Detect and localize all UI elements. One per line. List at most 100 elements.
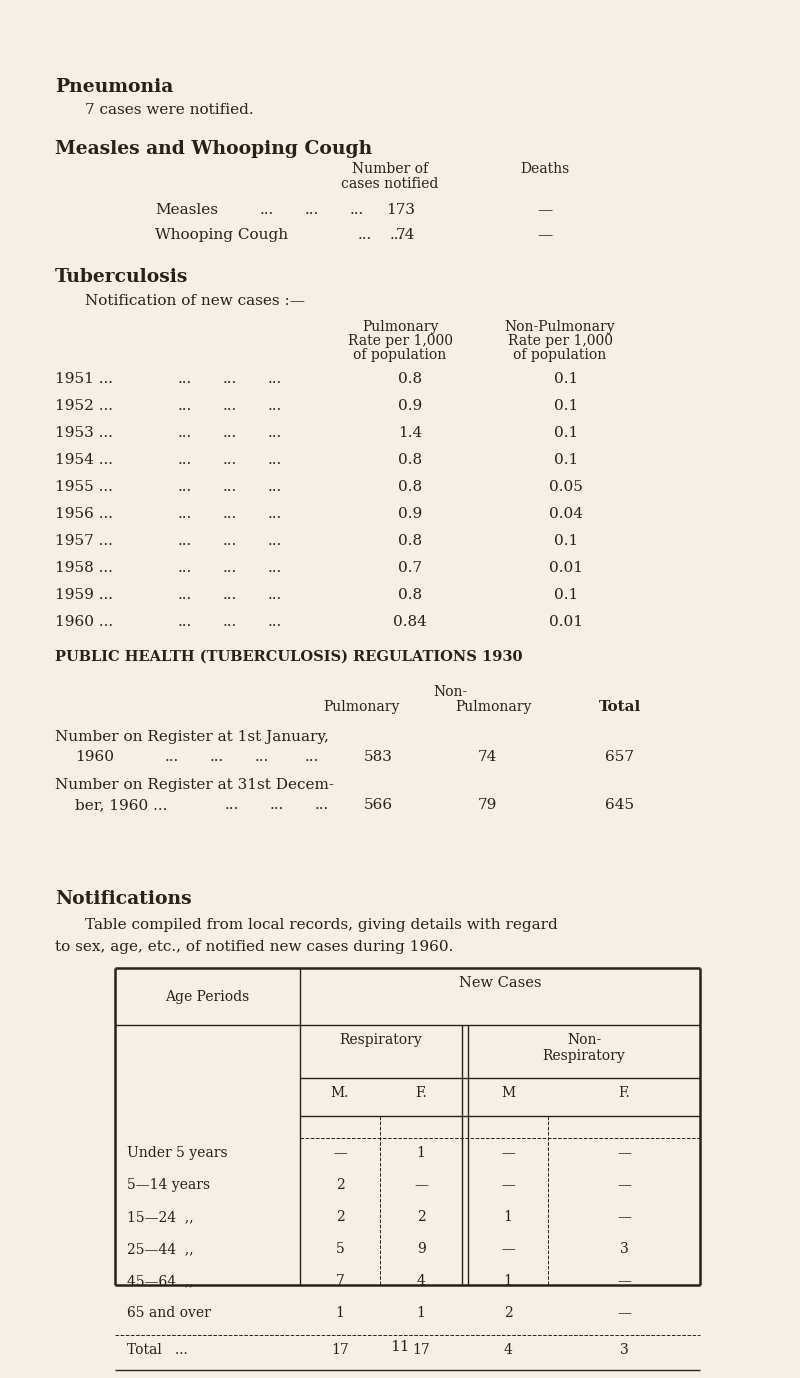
Text: ...: ...: [268, 588, 282, 602]
Text: 0.9: 0.9: [398, 507, 422, 521]
Text: 0.1: 0.1: [554, 588, 578, 602]
Text: ...: ...: [223, 400, 238, 413]
Text: —: —: [617, 1146, 631, 1160]
Text: F.: F.: [618, 1086, 630, 1100]
Text: ...: ...: [358, 227, 372, 243]
Text: 7: 7: [335, 1275, 345, 1288]
Text: Table compiled from local records, giving details with regard: Table compiled from local records, givin…: [85, 918, 558, 932]
Text: 1: 1: [417, 1306, 426, 1320]
Text: 5: 5: [336, 1242, 344, 1255]
Text: 2: 2: [336, 1210, 344, 1224]
Text: 0.7: 0.7: [398, 561, 422, 575]
Text: 1957 ...: 1957 ...: [55, 535, 113, 548]
Text: ...: ...: [223, 535, 238, 548]
Text: ...: ...: [210, 750, 224, 763]
Text: ...: ...: [223, 588, 238, 602]
Text: ...: ...: [268, 480, 282, 493]
Text: ...: ...: [165, 750, 179, 763]
Text: Age Periods: Age Periods: [166, 989, 250, 1005]
Text: ...: ...: [268, 615, 282, 628]
Text: 0.04: 0.04: [549, 507, 583, 521]
Text: ...: ...: [178, 535, 192, 548]
Text: ...: ...: [223, 372, 238, 386]
Text: 74: 74: [396, 227, 415, 243]
Text: 657: 657: [606, 750, 634, 763]
Text: ...: ...: [268, 400, 282, 413]
Text: 173: 173: [386, 203, 415, 216]
Text: 17: 17: [412, 1344, 430, 1357]
Text: ...: ...: [255, 750, 270, 763]
Text: —: —: [414, 1178, 428, 1192]
Text: Respiratory: Respiratory: [340, 1034, 422, 1047]
Text: Pulmonary: Pulmonary: [362, 320, 438, 333]
Text: 0.1: 0.1: [554, 453, 578, 467]
Text: ...: ...: [315, 798, 330, 812]
Text: ...: ...: [268, 372, 282, 386]
Text: 79: 79: [478, 798, 497, 812]
Text: 1: 1: [503, 1275, 513, 1288]
Text: ber, 1960 ...: ber, 1960 ...: [75, 798, 167, 812]
Text: Deaths: Deaths: [520, 163, 570, 176]
Text: ...: ...: [305, 750, 319, 763]
Text: 1: 1: [503, 1210, 513, 1224]
Text: ...: ...: [223, 615, 238, 628]
Text: ...: ...: [178, 615, 192, 628]
Text: ...: ...: [223, 507, 238, 521]
Text: Whooping Cough: Whooping Cough: [155, 227, 288, 243]
Text: ...: ...: [268, 561, 282, 575]
Text: 1955 ...: 1955 ...: [55, 480, 113, 493]
Text: 1956 ...: 1956 ...: [55, 507, 113, 521]
Text: to sex, age, etc., of notified new cases during 1960.: to sex, age, etc., of notified new cases…: [55, 940, 454, 954]
Text: 0.1: 0.1: [554, 426, 578, 440]
Text: 0.8: 0.8: [398, 588, 422, 602]
Text: Number on Register at 1st January,: Number on Register at 1st January,: [55, 730, 329, 744]
Text: ...: ...: [305, 203, 319, 216]
Text: 566: 566: [364, 798, 393, 812]
Text: Rate per 1,000: Rate per 1,000: [507, 333, 613, 349]
Text: ...: ...: [268, 453, 282, 467]
Text: 1: 1: [417, 1146, 426, 1160]
Text: 583: 583: [364, 750, 393, 763]
Text: Rate per 1,000: Rate per 1,000: [347, 333, 453, 349]
Text: 25—44  ,,: 25—44 ,,: [127, 1242, 194, 1255]
Text: 1: 1: [335, 1306, 345, 1320]
Text: —: —: [617, 1178, 631, 1192]
Text: —: —: [538, 227, 553, 243]
Text: 0.84: 0.84: [393, 615, 427, 628]
Text: 0.8: 0.8: [398, 480, 422, 493]
Text: Non-Pulmonary: Non-Pulmonary: [505, 320, 615, 333]
Text: ...: ...: [260, 203, 274, 216]
Text: 4: 4: [503, 1344, 513, 1357]
Text: Notifications: Notifications: [55, 890, 192, 908]
Text: ...: ...: [223, 561, 238, 575]
Text: 0.05: 0.05: [549, 480, 583, 493]
Text: Pulmonary: Pulmonary: [324, 700, 400, 714]
Text: 1952 ...: 1952 ...: [55, 400, 113, 413]
Text: New Cases: New Cases: [458, 976, 542, 989]
Text: 0.01: 0.01: [549, 615, 583, 628]
Text: 2: 2: [336, 1178, 344, 1192]
Text: ...: ...: [223, 426, 238, 440]
Text: ...: ...: [178, 400, 192, 413]
Text: 645: 645: [606, 798, 634, 812]
Text: Number on Register at 31st Decem-: Number on Register at 31st Decem-: [55, 779, 334, 792]
Text: Under 5 years: Under 5 years: [127, 1146, 228, 1160]
Text: 0.9: 0.9: [398, 400, 422, 413]
Text: ...: ...: [268, 507, 282, 521]
Text: ...: ...: [223, 453, 238, 467]
Text: M: M: [501, 1086, 515, 1100]
Text: ...: ...: [223, 480, 238, 493]
Text: ...: ...: [178, 507, 192, 521]
Text: Notification of new cases :—: Notification of new cases :—: [85, 294, 305, 309]
Text: 1951 ...: 1951 ...: [55, 372, 113, 386]
Text: ...: ...: [178, 588, 192, 602]
Text: of population: of population: [514, 349, 606, 362]
Text: 7 cases were notified.: 7 cases were notified.: [85, 103, 254, 117]
Text: —: —: [501, 1146, 515, 1160]
Text: Pulmonary: Pulmonary: [455, 700, 531, 714]
Text: —: —: [501, 1242, 515, 1255]
Text: F.: F.: [415, 1086, 427, 1100]
Text: 0.01: 0.01: [549, 561, 583, 575]
Text: Pneumonia: Pneumonia: [55, 79, 174, 96]
Text: Non-: Non-: [567, 1034, 601, 1047]
